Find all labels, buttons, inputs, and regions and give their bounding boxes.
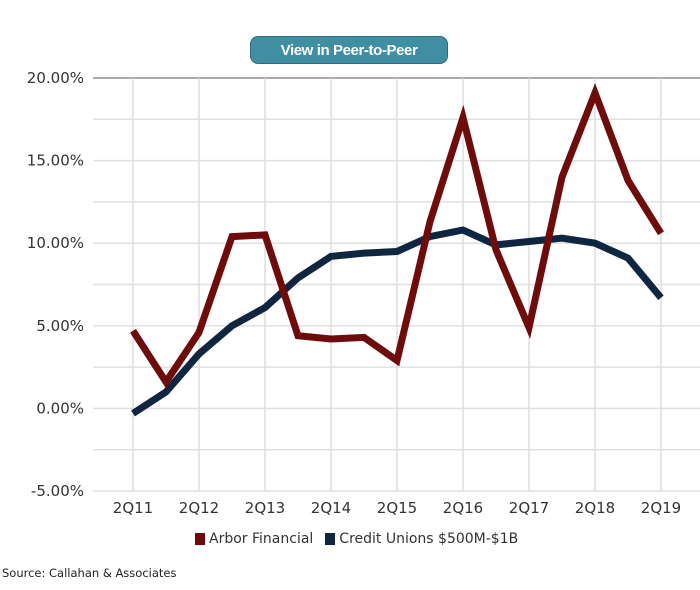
x-tick-label: 2Q11 — [113, 499, 153, 517]
x-tick-label: 2Q15 — [377, 499, 417, 517]
line-chart: -5.00%0.00%5.00%10.00%15.00%20.00% 2Q11 2… — [27, 69, 700, 517]
legend-swatch-arbor — [195, 533, 205, 545]
legend-swatch-credit-unions — [325, 533, 336, 545]
x-tick-label: 2Q12 — [179, 499, 219, 517]
x-tick-label: 2Q17 — [509, 499, 549, 517]
y-tick-label: -5.00% — [31, 482, 84, 500]
view-in-peer-to-peer-button[interactable]: View in Peer-to-Peer — [250, 36, 448, 64]
x-tick-label: 2Q18 — [575, 499, 615, 517]
y-tick-label: 20.00% — [27, 69, 84, 87]
legend-item-credit-unions[interactable]: Credit Unions $500M-$1B — [325, 531, 518, 547]
y-tick-label: 15.00% — [27, 152, 84, 170]
series-line-arbor-financial — [130, 83, 664, 389]
series-lines — [130, 83, 664, 417]
x-tick-label: 2Q14 — [311, 499, 351, 517]
x-axis-ticks: 2Q11 2Q12 2Q13 2Q14 2Q15 2Q16 2Q17 2Q18 2Q19 — [113, 499, 681, 517]
legend-label: Credit Unions $500M-$1B — [339, 531, 519, 547]
series-line-credit-unions-500m-1b — [131, 226, 664, 417]
y-tick-label: 10.00% — [27, 234, 84, 252]
x-tick-label: 2Q13 — [245, 499, 285, 517]
source-note: Source: Callahan & Associates — [2, 566, 177, 580]
x-tick-label: 2Q16 — [443, 499, 483, 517]
legend: Arbor Financial Credit Unions $500M-$1B — [195, 531, 518, 547]
gridlines — [93, 77, 700, 492]
y-tick-label: 5.00% — [36, 317, 84, 335]
y-axis-ticks: -5.00% 0.00% 5.00% 10.00% 15.00% 20.00% — [27, 69, 84, 500]
x-tick-label: 2Q19 — [641, 499, 681, 517]
legend-item-arbor-financial[interactable]: Arbor Financial — [195, 531, 313, 547]
y-tick-label: 0.00% — [36, 399, 84, 417]
legend-label: Arbor Financial — [209, 531, 314, 547]
